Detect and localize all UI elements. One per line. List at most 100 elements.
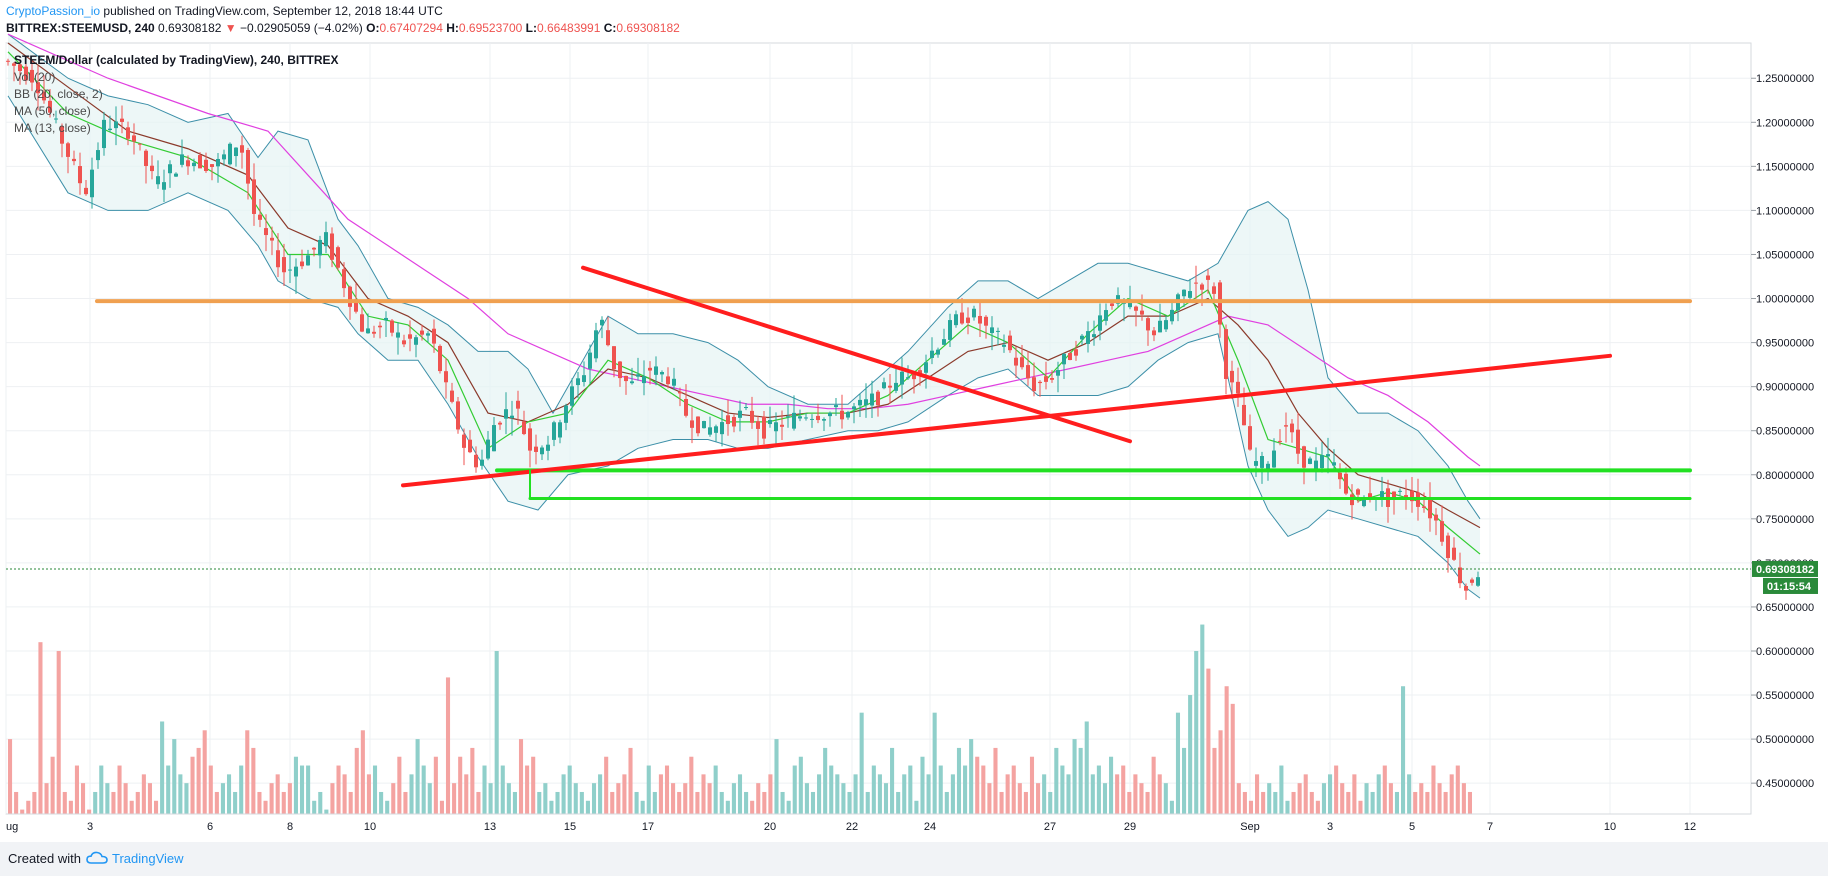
legend-ma50[interactable]: MA (50, close)	[14, 104, 91, 118]
volume-bar	[1036, 783, 1041, 814]
volume-bar	[464, 774, 469, 814]
candle-body	[60, 126, 64, 144]
candle-body	[978, 315, 982, 324]
candle-body	[1086, 331, 1090, 344]
descending-trendline[interactable]	[581, 265, 1132, 444]
candle-body	[348, 286, 352, 307]
volume-bar	[354, 747, 359, 814]
candle-body	[384, 317, 388, 321]
candle-body	[372, 331, 376, 334]
volume-bar	[500, 765, 505, 814]
candle-body	[1284, 425, 1288, 427]
price-axis[interactable]: 1.25000000 1.20000000 1.15000000 1.10000000…	[1751, 73, 1814, 790]
volume-bar	[293, 756, 298, 814]
candle-body	[150, 165, 154, 172]
candle-body	[726, 415, 730, 425]
candle-body	[1422, 506, 1426, 508]
x-tick-label: 20	[764, 821, 776, 833]
drawn-trendlines[interactable]	[95, 265, 1692, 501]
candle-body	[612, 346, 616, 370]
volume-bar	[604, 756, 609, 814]
volume-bar	[908, 765, 913, 814]
candle-body	[282, 257, 286, 273]
x-tick-label: 5	[1409, 821, 1415, 833]
volume-bar	[1182, 747, 1187, 814]
candle-body	[300, 261, 304, 267]
candle-body	[768, 419, 772, 425]
volume-bar	[8, 739, 13, 814]
volume-bar	[38, 642, 43, 814]
candle-body	[894, 382, 898, 391]
volume-bar	[896, 791, 901, 814]
volume-bar	[695, 791, 700, 814]
volume-bar	[202, 730, 207, 814]
candle-body	[816, 415, 820, 421]
candle-body	[456, 401, 460, 430]
candle-body	[1356, 489, 1360, 495]
candle-body	[102, 119, 106, 149]
y-tick-label: 1.05000000	[1756, 249, 1814, 261]
candle-body	[1266, 463, 1270, 472]
candle-body	[594, 330, 598, 359]
high-value: 0.69523700	[458, 21, 523, 35]
volume-bar	[1297, 783, 1302, 814]
candle-body	[1254, 461, 1258, 466]
candle-body	[708, 427, 712, 435]
candle-body	[132, 135, 136, 142]
candle-body	[414, 337, 418, 345]
legend-bb[interactable]: BB (20, close, 2)	[14, 87, 103, 101]
candle-body	[918, 370, 922, 375]
author-link[interactable]: CryptoPassion_io	[6, 4, 101, 18]
volume-bar	[1340, 783, 1345, 814]
price-chart[interactable]: 1.25000000 1.20000000 1.15000000 1.10000000…	[0, 0, 1828, 842]
candle-body	[546, 444, 550, 451]
volume-bar	[835, 774, 840, 814]
candle-body	[498, 422, 502, 425]
volume-bar	[14, 791, 19, 814]
x-tick-label: 12	[1684, 821, 1696, 833]
candle-body	[948, 320, 952, 340]
candle-body	[714, 426, 718, 433]
candle-body	[1152, 330, 1156, 336]
volume-bar	[20, 809, 25, 814]
candle-body	[510, 415, 514, 419]
volume-bar	[1455, 765, 1460, 814]
candle-body	[834, 405, 838, 408]
candle-body	[90, 169, 94, 198]
candle-body	[276, 250, 280, 268]
candle-body	[408, 334, 412, 339]
volume-bar	[135, 791, 140, 814]
volume-bar	[518, 739, 524, 814]
volume-bar	[628, 747, 633, 814]
ascending-trendline[interactable]	[401, 353, 1612, 488]
volume-bar	[865, 791, 870, 814]
volume-bar	[269, 783, 274, 814]
candle-body	[534, 446, 538, 452]
volume-bar	[1096, 765, 1101, 814]
candle-body	[210, 164, 214, 167]
volume-bar	[731, 783, 736, 814]
candle-body	[1458, 567, 1462, 584]
legend-ma13[interactable]: MA (13, close)	[14, 121, 91, 135]
y-tick-label: 0.50000000	[1756, 734, 1814, 746]
volume-bar	[902, 774, 907, 814]
x-tick-label: 15	[564, 821, 576, 833]
volume-bar	[999, 791, 1004, 814]
publish-header: CryptoPassion_io published on TradingVie…	[6, 4, 443, 19]
volume-bar	[427, 783, 432, 814]
tradingview-brand[interactable]: TradingView	[112, 851, 184, 866]
low-value: 0.66483991	[536, 21, 601, 35]
candle-body	[1344, 473, 1348, 494]
volume-bar	[330, 783, 335, 814]
volume-bar	[1413, 791, 1418, 814]
candle-body	[1392, 491, 1396, 500]
candle-body	[240, 145, 244, 153]
volume-bar	[1151, 756, 1156, 814]
volume-bar	[707, 783, 712, 814]
volume-bar	[829, 765, 834, 814]
volume-bar	[847, 791, 852, 814]
legend-vol[interactable]: Vol (20)	[14, 70, 56, 84]
time-axis[interactable]: ug 3 6 8 10 13 15 17 20 22 24 27 29 Sep 3 5 7 10 12	[6, 813, 1751, 833]
candle-body	[156, 176, 160, 185]
candle-body	[96, 150, 100, 161]
